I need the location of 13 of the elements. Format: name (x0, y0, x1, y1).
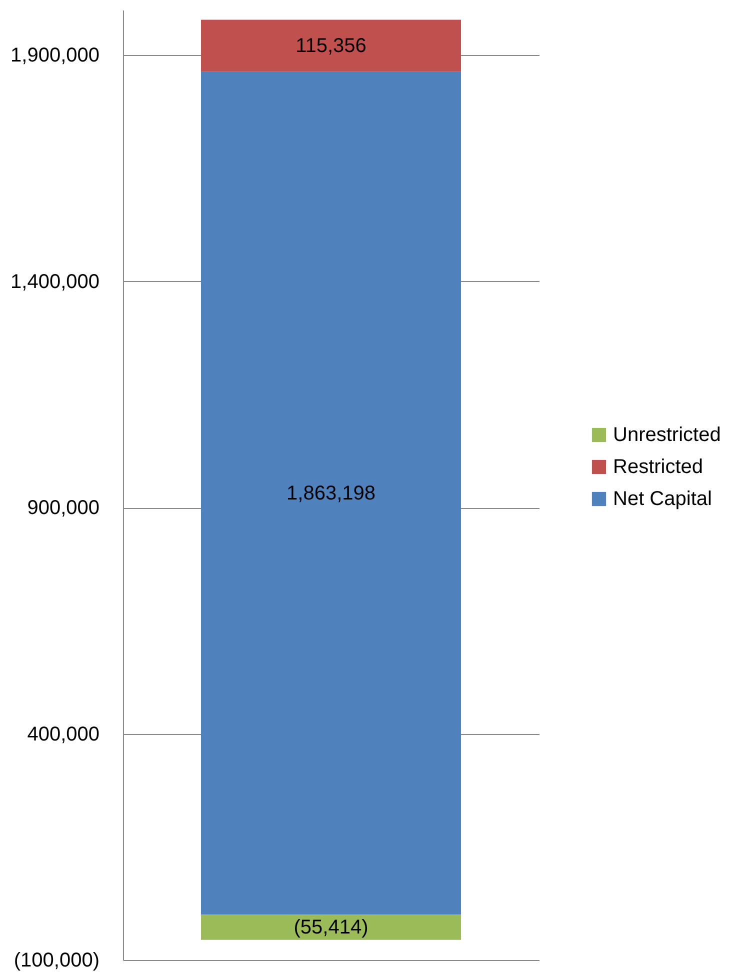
bar (201, 20, 461, 72)
y-tick-label: (100,000) (14, 950, 100, 972)
legend-label: Net Capital (613, 488, 712, 510)
data-label: 115,356 (296, 34, 366, 57)
y-tick-label: 1,900,000 (10, 44, 100, 67)
data-label: 1,863,198 (286, 482, 376, 504)
y-tick-label: 400,000 (27, 723, 100, 746)
legend-label: Restricted (613, 456, 704, 478)
y-tick-label: 1,400,000 (10, 270, 100, 293)
y-tick-label: 900,000 (27, 497, 100, 520)
legend-label: Unrestricted (613, 424, 721, 446)
data-label: (55,414) (294, 916, 368, 938)
bar (201, 914, 461, 940)
